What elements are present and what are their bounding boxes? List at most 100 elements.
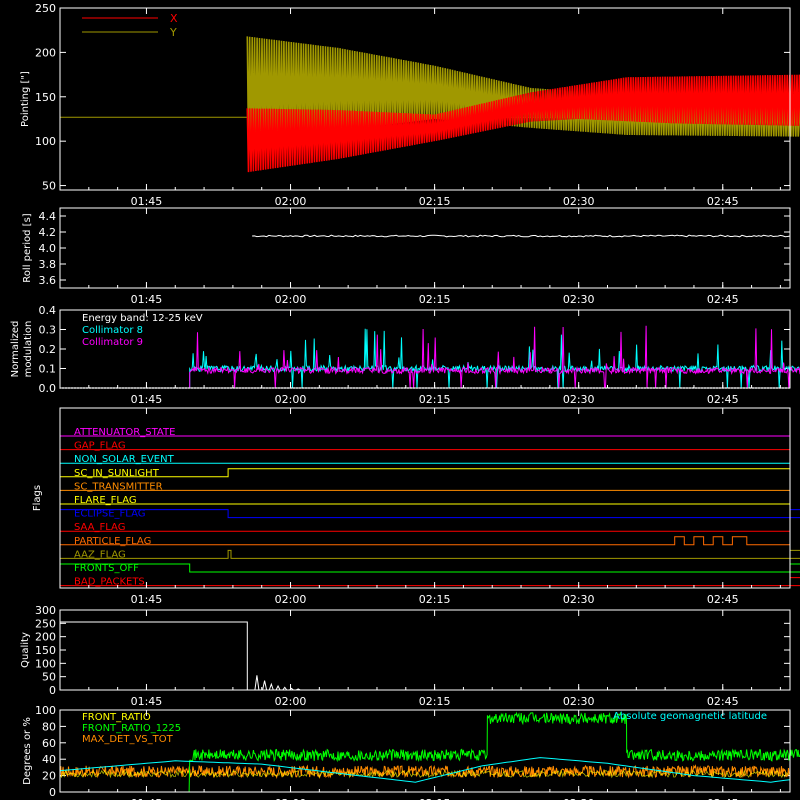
quality-ytick-label: 0 <box>49 684 56 697</box>
roll-xtick-label: 02:45 <box>707 293 739 306</box>
modulation-ylabel-2: modulation <box>23 321 34 378</box>
roll-ytick-label: 4.4 <box>39 210 57 223</box>
modulation-xtick-label: 02:30 <box>563 393 595 406</box>
geomagnetic-xtick-label: 02:15 <box>419 797 451 800</box>
pointing-xtick-label: 02:15 <box>419 195 451 208</box>
roll-ytick-label: 4.0 <box>39 242 57 255</box>
geomagnetic-ytick-label: 100 <box>35 704 56 717</box>
quality-frame <box>59 609 791 691</box>
flag-label-fronts_off: FRONTS_OFF <box>74 563 139 574</box>
roll-ylabel: Roll period [s] <box>22 213 33 282</box>
flags-xtick-label: 01:45 <box>131 593 163 606</box>
modulation-xtick-label: 02:45 <box>707 393 739 406</box>
quality-xtick-label: 02:45 <box>707 695 739 708</box>
flag-row-fronts_off: FRONTS_OFF <box>59 563 800 574</box>
geomagnetic-ytick-label: 40 <box>42 753 56 766</box>
modulation-legend-8: Collimator 8 <box>82 325 143 336</box>
pointing-ytick-label: 100 <box>35 135 56 148</box>
flag-row-non_solar_event: NON_SOLAR_EVENT <box>60 454 790 465</box>
pointing-ylabel: Pointing ["] <box>20 71 31 127</box>
pointing-xtick-label: 02:30 <box>563 195 595 208</box>
modulation-series-9 <box>189 325 800 389</box>
flag-label-saa_flag: SAA_FLAG <box>74 522 125 533</box>
geomagnetic-xtick-label: 02:45 <box>707 797 739 800</box>
pointing-panel: 50 100 150 200 250 Pointing ["] XY 01:45 02:00 02… <box>20 2 800 208</box>
flag-line-particle_flag <box>60 536 790 546</box>
modulation-xtick-label: 02:00 <box>275 393 307 406</box>
quality-xtick-label: 02:30 <box>563 695 595 708</box>
flag-row-particle_flag: PARTICLE_FLAG <box>60 536 790 547</box>
modulation-ytick-label: 0.2 <box>39 343 57 356</box>
flag-label-particle_flag: PARTICLE_FLAG <box>74 536 151 547</box>
geomagnetic-ytick-label: 80 <box>42 720 56 733</box>
series-front-ratio-1225 <box>60 711 800 793</box>
flag-label-sc_transmitter: SC_TRANSMITTER <box>74 481 163 492</box>
geomagnetic-legend-front_ratio_1225: FRONT_RATIO_1225 <box>82 723 181 734</box>
geomagnetic-annotation: Absolute geomagnetic latitude <box>613 711 767 722</box>
modulation-xtick-label: 02:15 <box>419 393 451 406</box>
flag-label-sc_in_sunlight: SC_IN_SUNLIGHT <box>74 468 160 479</box>
modulation-legend-9: Collimator 9 <box>82 337 143 348</box>
modulation-legend-title: Energy band: 12-25 keV <box>82 313 203 324</box>
flags-ylabel: Flags <box>32 485 43 511</box>
roll-xtick-label: 02:30 <box>563 293 595 306</box>
modulation-series-8 <box>189 328 800 389</box>
quality-ytick-label: 100 <box>35 657 56 670</box>
legend-label-y: Y <box>169 26 177 39</box>
legend-label-x: X <box>170 12 178 25</box>
geomagnetic-frame <box>59 709 791 793</box>
pointing-xtick-label: 01:45 <box>131 195 163 208</box>
flags-frame <box>59 407 791 589</box>
modulation-ytick-label: 0.1 <box>39 363 57 376</box>
roll-xtick-label: 02:15 <box>419 293 451 306</box>
roll-xtick-label: 02:00 <box>275 293 307 306</box>
flag-line-eclipse_flag <box>59 509 800 519</box>
geomagnetic-ytick-label: 0 <box>49 786 56 799</box>
flag-line-fronts_off <box>59 563 800 573</box>
modulation-ylabel-1: Normalized <box>10 321 21 378</box>
modulation-ytick-label: 0.3 <box>39 324 57 337</box>
quality-ytick-label: 50 <box>42 671 56 684</box>
roll-ytick-label: 4.2 <box>39 226 57 239</box>
modulation-ytick-label: 0.4 <box>39 304 57 317</box>
flag-row-eclipse_flag: ECLIPSE_FLAG <box>59 509 800 520</box>
quality-ylabel: Quality <box>20 632 31 668</box>
flag-row-sc_transmitter: SC_TRANSMITTER <box>60 481 790 492</box>
series-x-line <box>246 74 800 173</box>
roll-ytick-label: 3.6 <box>39 274 57 287</box>
geomagnetic-xtick-label: 02:30 <box>563 797 595 800</box>
flag-label-flare_flag: FLARE_FLAG <box>74 495 137 506</box>
pointing-ytick-label: 50 <box>42 180 56 193</box>
flag-line-aaz_flag <box>60 549 800 559</box>
pointing-xtick-label: 02:00 <box>275 195 307 208</box>
roll-xtick-label: 01:45 <box>131 293 163 306</box>
quality-xtick-label: 02:15 <box>419 695 451 708</box>
quality-ytick-label: 200 <box>35 631 56 644</box>
flag-label-aaz_flag: AAZ_FLAG <box>74 549 126 560</box>
geomagnetic-ytick-label: 20 <box>42 770 56 783</box>
pointing-ytick-label: 200 <box>35 46 56 59</box>
modulation-ytick-label: 0.0 <box>39 382 57 395</box>
pointing-ytick-label: 150 <box>35 91 56 104</box>
series-front-ratio <box>59 769 790 779</box>
quality-xtick-label: 01:45 <box>131 695 163 708</box>
geomagnetic-legend-max_det_vs_tot: MAX_DET_VS_TOT <box>82 734 174 745</box>
flag-label-non_solar_event: NON_SOLAR_EVENT <box>74 454 175 465</box>
flag-label-eclipse_flag: ECLIPSE_FLAG <box>74 509 145 520</box>
flags-xtick-label: 02:45 <box>707 593 739 606</box>
flag-label-gap_flag: GAP_FLAG <box>74 441 126 452</box>
geomagnetic-ytick-label: 60 <box>42 737 56 750</box>
quality-ytick-label: 250 <box>35 617 56 630</box>
roll-period-line <box>252 234 791 238</box>
flag-row-aaz_flag: AAZ_FLAG <box>60 549 800 560</box>
modulation-xtick-label: 01:45 <box>131 393 163 406</box>
quality-xtick-label: 02:00 <box>275 695 307 708</box>
pointing-frame <box>59 7 791 191</box>
flag-row-saa_flag: SAA_FLAG <box>60 522 790 533</box>
flag-label-attenuator_state: ATTENUATOR_STATE <box>74 427 175 438</box>
geomagnetic-legend-front_ratio: FRONT_RATIO <box>82 712 151 723</box>
series-geomagnetic-latitude <box>59 757 791 783</box>
modulation-frame <box>59 309 791 389</box>
